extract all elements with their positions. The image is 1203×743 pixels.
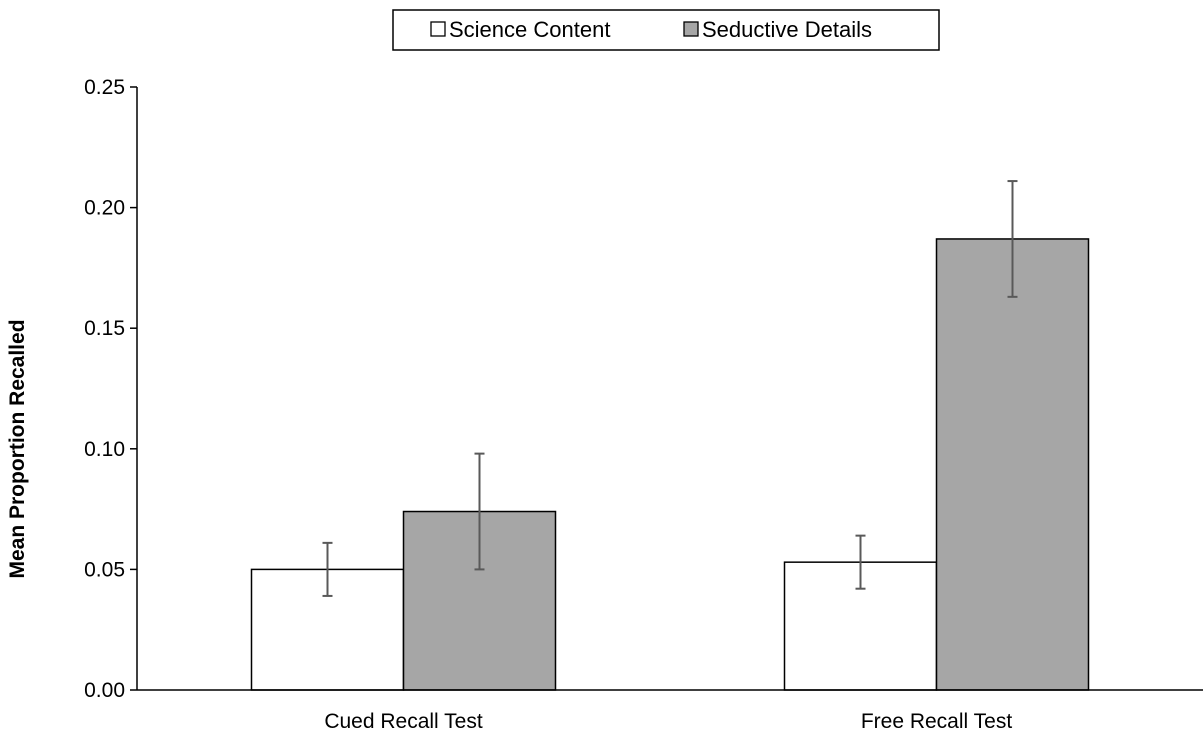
legend-swatch-seductive-details (683, 21, 699, 37)
y-tick-label: 0.00 (84, 679, 125, 702)
y-tick-label: 0.15 (84, 317, 125, 340)
y-tick-label: 0.25 (84, 76, 125, 99)
error-bars (322, 180, 1018, 597)
legend-label-science-content: Science Content (449, 17, 610, 42)
y-tick-label: 0.20 (84, 197, 125, 220)
y-tick-label: 0.10 (84, 438, 125, 461)
y-axis-title: Mean Proportion Recalled (6, 319, 29, 578)
y-tick-label: 0.05 (84, 558, 125, 581)
x-category-label: Free Recall Test (861, 710, 1013, 733)
x-category-label: Cued Recall Test (324, 710, 483, 733)
x-axis: Cued Recall Test Free Recall Test (137, 689, 1203, 733)
y-axis: 0.00 0.05 0.10 0.15 0.20 0.25 (84, 76, 138, 702)
legend-swatch-science-content (430, 21, 446, 37)
bars (250, 238, 1090, 691)
bar-seductive-details (935, 238, 1090, 691)
legend-label-seductive-details: Seductive Details (702, 17, 872, 42)
legend-box (392, 9, 940, 51)
legend: Science Content Seductive Details (392, 9, 940, 51)
